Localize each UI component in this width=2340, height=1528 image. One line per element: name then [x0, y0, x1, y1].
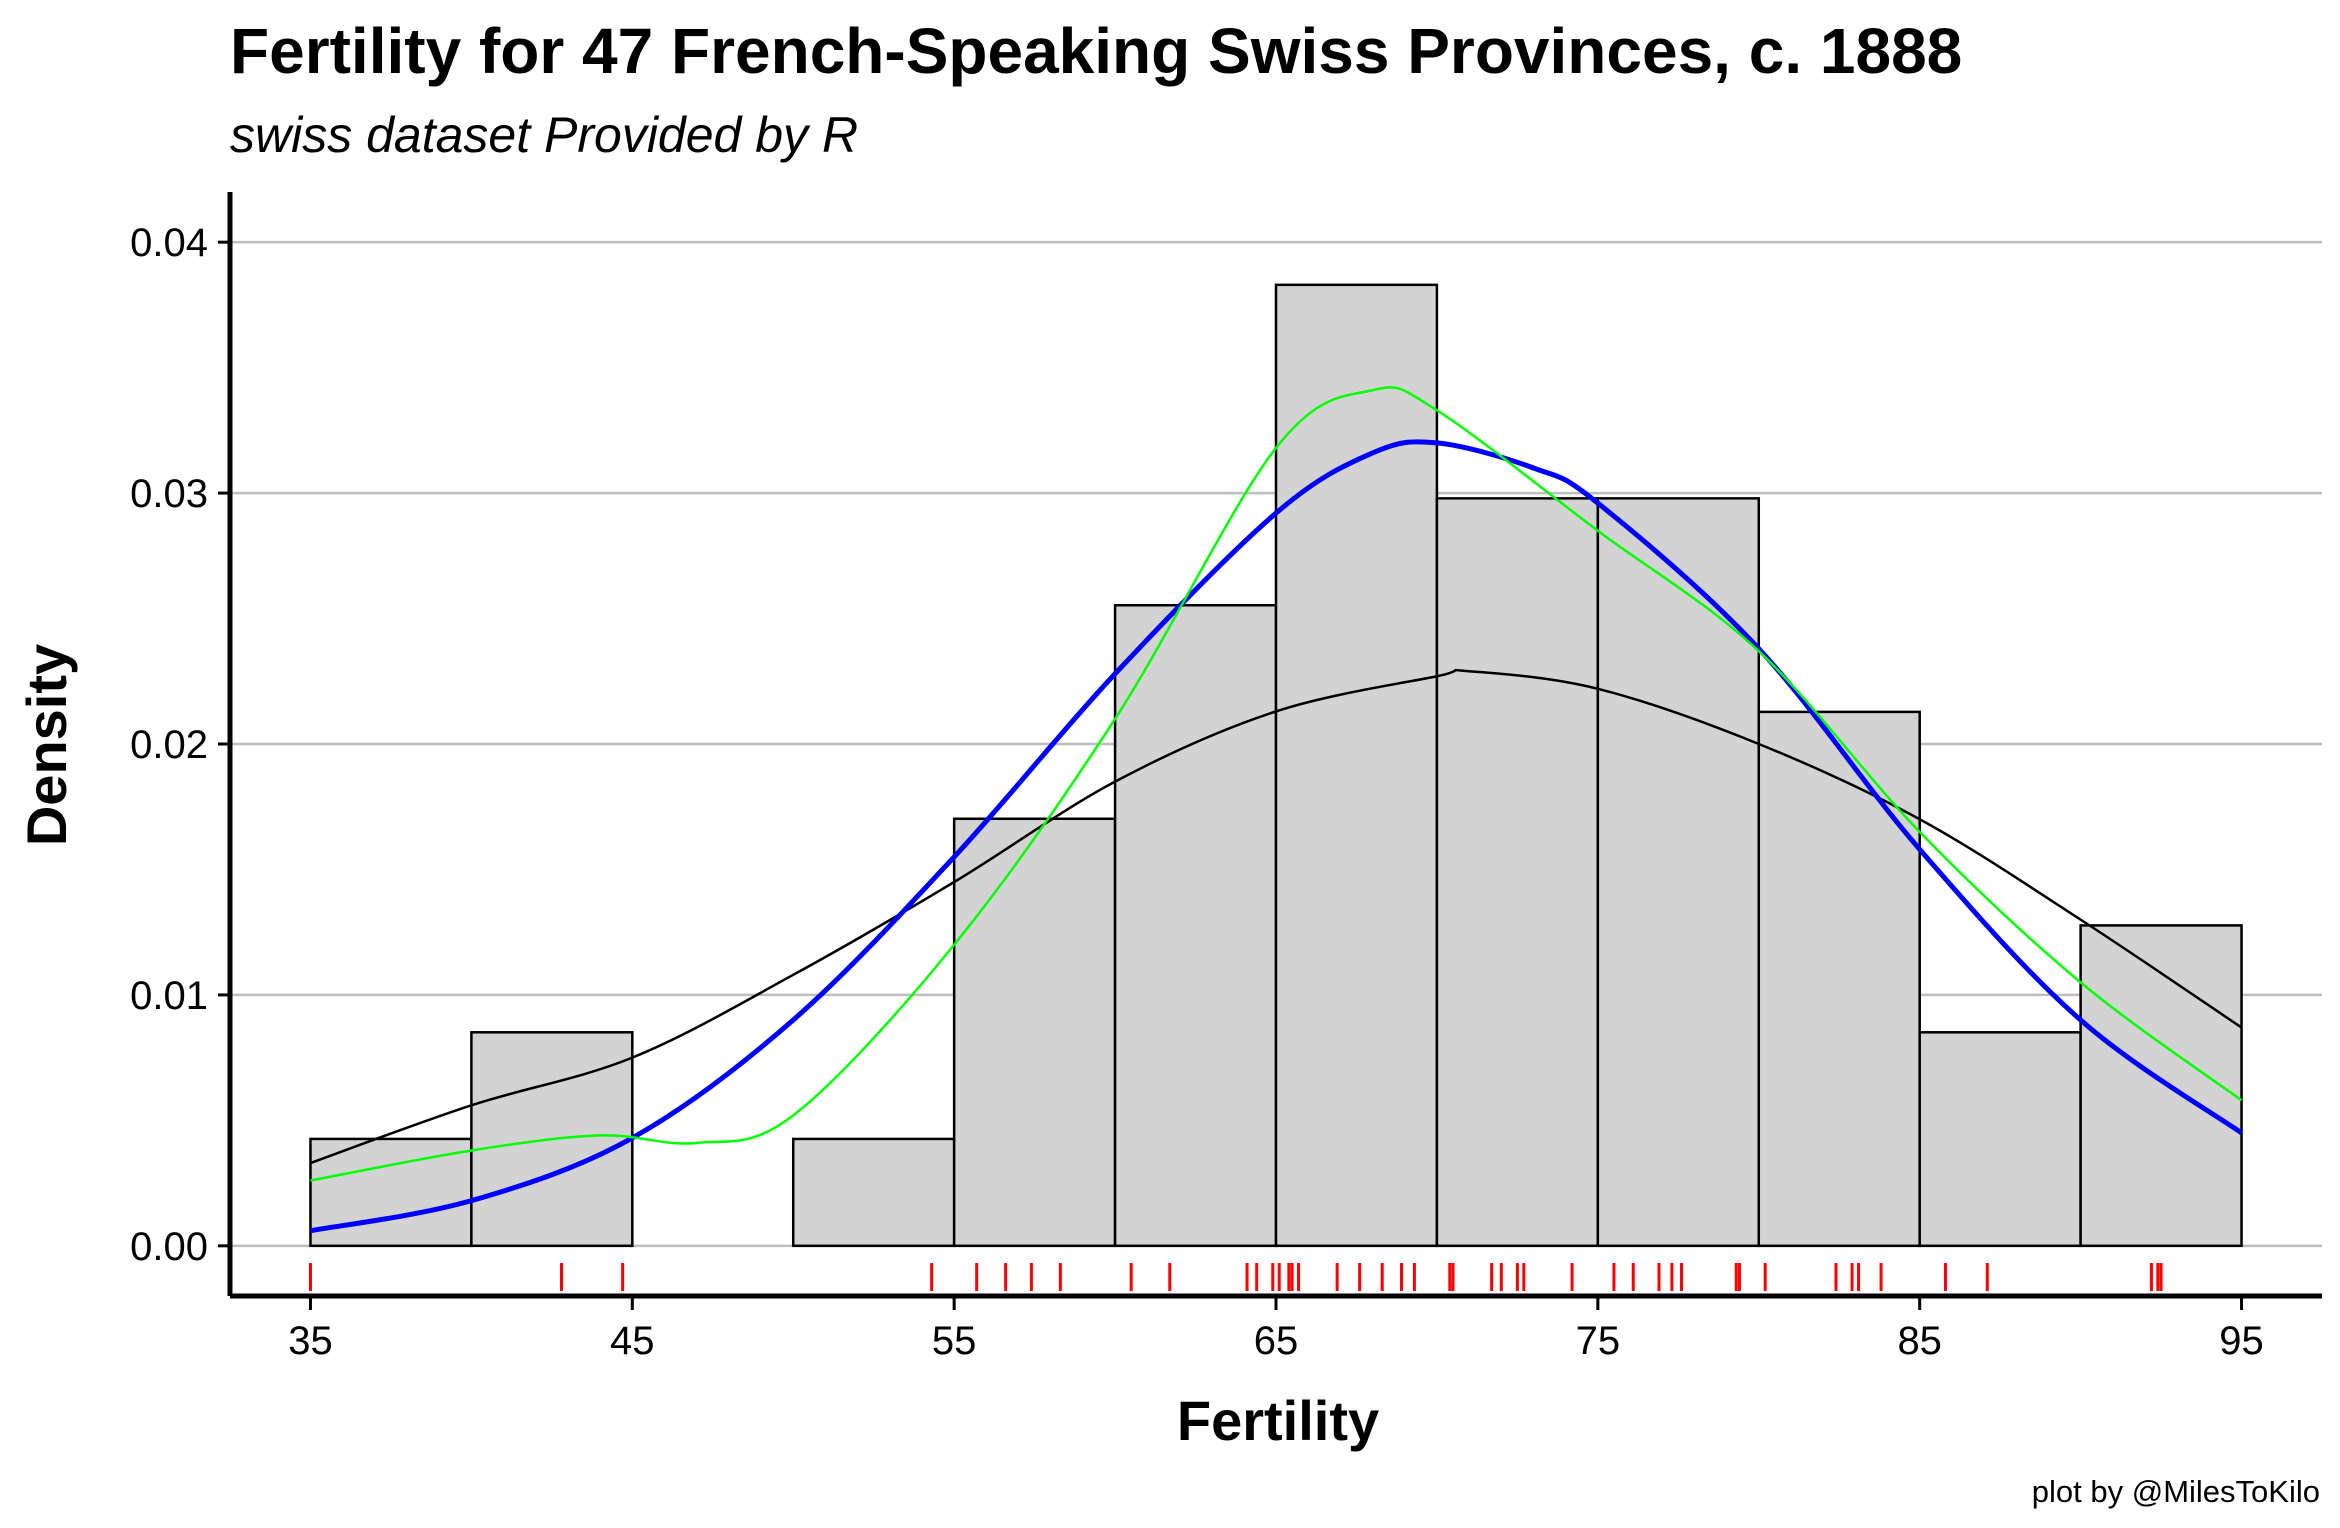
histogram-bar-11	[2079, 924, 2243, 1248]
x-tick-label-6: 95	[2219, 1319, 2264, 1363]
histogram-bar-3	[791, 1137, 956, 1248]
y-tick-label-4: 0.04	[130, 221, 208, 265]
y-tick-label-0: 0.00	[130, 1225, 208, 1269]
normal-curve-black	[310, 668, 2243, 1165]
x-tick-label-4: 75	[1576, 1319, 1621, 1363]
histogram-bars	[309, 283, 2243, 1248]
density-curve-green	[310, 386, 2243, 1182]
histogram-bar-7	[1435, 497, 1600, 1248]
y-tick-label-2: 0.02	[130, 723, 208, 767]
histogram-bar-10	[1918, 1031, 2082, 1248]
x-tick-label-2: 55	[932, 1319, 977, 1363]
histogram-bar-8	[1596, 497, 1761, 1248]
x-tick-label-5: 85	[1897, 1319, 1942, 1363]
axes: 0.00 0.01 0.02 0.03 0.04 35 45 55 65 75 85 95	[130, 192, 2322, 1363]
chart-subtitle: swiss dataset Provided by R	[230, 107, 859, 163]
x-axis-title: Fertility	[1177, 1389, 1379, 1452]
rug-marks	[308, 1263, 2163, 1291]
x-tick-label-0: 35	[288, 1319, 333, 1363]
y-tick-label-1: 0.01	[130, 974, 208, 1018]
density-curves	[310, 386, 2243, 1234]
histogram-bar-5	[1113, 603, 1278, 1248]
y-axis-title: Density	[15, 644, 78, 846]
x-tick-label-1: 45	[610, 1319, 655, 1363]
chart-title: Fertility for 47 French-Speaking Swiss P…	[230, 15, 1963, 87]
x-tick-label-3: 65	[1254, 1319, 1299, 1363]
histogram-bar-9	[1757, 710, 1921, 1248]
y-tick-label-3: 0.03	[130, 472, 208, 516]
density-curve-blue	[310, 439, 2243, 1234]
plot-caption: plot by @MilesToKilo	[2031, 1474, 2320, 1509]
histogram-bar-4	[952, 817, 1117, 1248]
histogram-bar-6	[1274, 283, 1439, 1248]
